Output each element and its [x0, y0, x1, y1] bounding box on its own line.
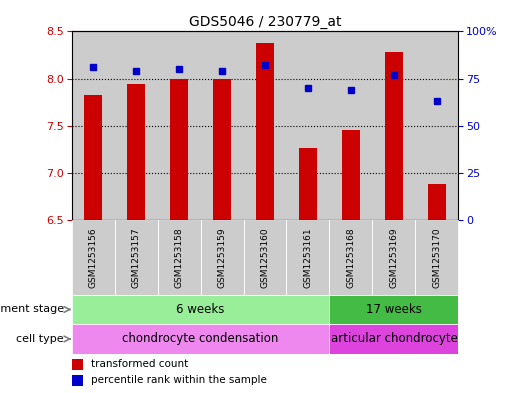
Text: transformed count: transformed count	[91, 359, 188, 369]
Bar	[416, 220, 458, 295]
Text: GSM1253170: GSM1253170	[432, 227, 441, 288]
Bar	[72, 359, 83, 369]
Text: GSM1253161: GSM1253161	[304, 227, 313, 288]
Text: 17 weeks: 17 weeks	[366, 303, 422, 316]
Bar	[200, 220, 243, 295]
Text: GSM1253158: GSM1253158	[174, 227, 183, 288]
Bar	[214, 79, 231, 220]
Text: chondrocyte condensation: chondrocyte condensation	[122, 332, 279, 345]
Bar	[243, 31, 287, 220]
Bar	[428, 184, 446, 220]
Bar	[200, 31, 243, 220]
Bar	[243, 220, 287, 295]
Bar	[72, 220, 114, 295]
Text: GSM1253169: GSM1253169	[390, 227, 399, 288]
Text: GSM1253168: GSM1253168	[347, 227, 356, 288]
Bar	[287, 31, 330, 220]
Title: GDS5046 / 230779_at: GDS5046 / 230779_at	[189, 15, 341, 29]
Text: cell type: cell type	[16, 334, 64, 344]
Text: GSM1253157: GSM1253157	[131, 227, 140, 288]
Bar	[84, 95, 102, 220]
Bar	[330, 220, 373, 295]
Text: development stage: development stage	[0, 305, 64, 314]
Bar	[287, 220, 330, 295]
Text: percentile rank within the sample: percentile rank within the sample	[91, 375, 267, 385]
Bar	[373, 220, 416, 295]
Bar	[72, 324, 330, 354]
Bar	[373, 31, 416, 220]
Bar	[114, 31, 157, 220]
Text: GSM1253156: GSM1253156	[89, 227, 98, 288]
Text: GSM1253159: GSM1253159	[217, 227, 226, 288]
Bar	[72, 295, 330, 324]
Bar	[157, 220, 200, 295]
Bar	[416, 31, 458, 220]
Bar	[299, 149, 316, 220]
Bar	[342, 130, 359, 220]
Bar	[257, 43, 273, 220]
Bar	[171, 79, 188, 220]
Bar	[127, 84, 145, 220]
Bar	[330, 324, 458, 354]
Text: GSM1253160: GSM1253160	[261, 227, 269, 288]
Bar	[157, 31, 200, 220]
Bar	[72, 31, 114, 220]
Text: articular chondrocyte: articular chondrocyte	[331, 332, 457, 345]
Bar	[385, 52, 403, 220]
Bar	[330, 31, 373, 220]
Bar	[72, 375, 83, 386]
Bar	[330, 295, 458, 324]
Text: 6 weeks: 6 weeks	[176, 303, 225, 316]
Bar	[114, 220, 157, 295]
